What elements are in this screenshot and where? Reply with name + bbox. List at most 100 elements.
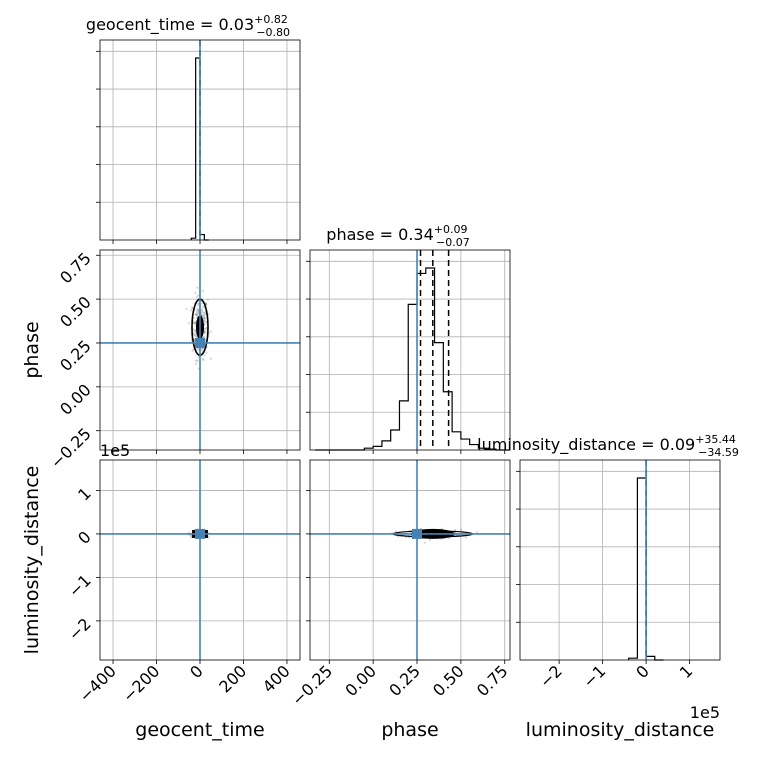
panel-1-0-sample-229 xyxy=(195,314,199,317)
panel-1-0-sample-69 xyxy=(195,313,199,316)
panel-1-0-sample-98 xyxy=(194,291,197,294)
panel-1-0-sample-184 xyxy=(194,359,198,362)
panel-1-0-sample-119 xyxy=(203,330,206,333)
panel-2-1-sample-241 xyxy=(454,528,457,532)
panel-2-1-frame xyxy=(309,459,511,661)
xtick-label-luminosity_distance-3: 1 xyxy=(676,661,697,682)
panel-2-1-sample-51 xyxy=(460,528,463,531)
panel-1-0-sample-32 xyxy=(195,313,198,316)
yaxis-offset-luminosity-distance: 1e5 xyxy=(100,441,130,460)
ytick-label-phase-0: −0.25 xyxy=(47,424,95,472)
xtick-label-luminosity_distance-1: −1 xyxy=(579,661,609,691)
panel-1-0-sample-34 xyxy=(195,335,198,338)
xlabel-geocent_time: geocent_time xyxy=(135,719,264,741)
panel-2-1-sample-2 xyxy=(423,541,426,544)
xtick-label-phase-4: 0.75 xyxy=(473,661,512,700)
panel-1-0-sample-201 xyxy=(203,320,206,323)
panel-1-0-sample-58 xyxy=(196,311,199,314)
panel-1-0-sample-166 xyxy=(203,331,206,334)
title-phase: phase = 0.34+0.09 −0.07 xyxy=(326,223,469,249)
panel-1-0-sample-48 xyxy=(201,357,204,361)
panel-1-0-sample-146 xyxy=(203,323,206,326)
panel-2-1-sample-240 xyxy=(448,536,451,540)
xtick-label-geocent_time-4: 400 xyxy=(259,661,294,696)
panel-1-0-sample-53 xyxy=(190,306,194,309)
xtick-label-phase-3: 0.50 xyxy=(429,661,468,700)
xtick-label-luminosity_distance-2: 0 xyxy=(632,661,653,682)
panel-1-1-frame xyxy=(309,249,511,451)
panel-2-1-sample-139 xyxy=(429,539,432,542)
xtick-label-phase-2: 0.25 xyxy=(385,661,424,700)
panel-1-0-sample-211 xyxy=(203,315,206,318)
panel-1-0-sample-123 xyxy=(193,322,196,325)
panel-1-0-sample-61 xyxy=(202,305,205,309)
panel-1-0-sample-84 xyxy=(203,327,206,330)
panel-1-0-sample-43 xyxy=(205,303,208,306)
panel-1-0-sample-20 xyxy=(203,354,206,357)
ytick-label-luminosity_distance-1: −1 xyxy=(65,571,95,601)
panel-1-0-sample-136 xyxy=(197,308,200,311)
xtick-label-phase-0: −0.25 xyxy=(288,661,336,709)
panel-1-0-sample-25 xyxy=(197,294,200,297)
panel-1-0-sample-144 xyxy=(203,319,206,322)
ytick-label-phase-2: 0.25 xyxy=(56,336,95,375)
panel-2-0-truth-point xyxy=(195,528,205,539)
panel-1-0-sample-237 xyxy=(206,298,210,301)
panel-1-0-sample-122 xyxy=(189,309,193,312)
panel-1-0-sample-221 xyxy=(205,351,208,354)
panel-1-0-sample-238 xyxy=(193,334,197,337)
xaxis-offset-luminosity-distance: 1e5 xyxy=(690,703,720,722)
panel-1-0-sample-127 xyxy=(201,311,205,314)
xtick-label-geocent_time-1: −200 xyxy=(119,661,164,706)
xlabel-luminosity_distance: luminosity_distance xyxy=(526,719,715,741)
panel-1-0-sample-196 xyxy=(209,357,212,360)
text-layer: geocent_time = 0.03+0.82 −0.80−0.250.000.… xyxy=(21,13,739,741)
title-luminosity_distance: luminosity_distance = 0.09+35.44 −34.59 xyxy=(477,433,739,459)
panel-1-0-sample-72 xyxy=(196,286,199,289)
panel-1-0-sample-47 xyxy=(197,309,200,312)
panel-1-0-sample-244 xyxy=(187,322,190,325)
ytick-label-luminosity_distance-3: 1 xyxy=(74,484,95,505)
panel-1-0-sample-67 xyxy=(194,313,197,316)
xtick-label-geocent_time-2: 0 xyxy=(186,661,207,682)
panel-1-0-sample-193 xyxy=(201,308,204,311)
panel-1-0-sample-159 xyxy=(190,339,193,342)
panel-1-0-sample-60 xyxy=(201,314,204,317)
panel-1-0-sample-39 xyxy=(204,338,207,341)
panel-2-1-sample-11 xyxy=(465,536,468,539)
panel-1-0-sample-62 xyxy=(204,327,207,330)
panel-1-0-sample-194 xyxy=(202,289,205,292)
panel-1-0-sample-90 xyxy=(195,313,198,316)
panel-1-0-sample-243 xyxy=(196,359,199,363)
panel-1-0-sample-253 xyxy=(197,348,200,351)
ytick-label-luminosity_distance-2: 0 xyxy=(74,527,95,548)
panel-1-0-sample-240 xyxy=(193,339,196,342)
frame-layer xyxy=(96,39,721,664)
panel-1-0-sample-106 xyxy=(191,349,194,352)
ylabel-phase: phase xyxy=(21,321,43,378)
panel-1-0-sample-105 xyxy=(200,348,204,351)
panel-2-0-sample-184 xyxy=(190,536,193,539)
xlabel-phase: phase xyxy=(381,719,438,741)
panel-1-0-sample-94 xyxy=(195,295,199,298)
panel-1-0-sample-99 xyxy=(200,309,203,312)
panel-1-0-sample-8 xyxy=(195,348,198,351)
panel-1-0-sample-152 xyxy=(194,313,198,316)
panel-1-0-sample-124 xyxy=(203,316,206,320)
panel-1-0-sample-223 xyxy=(209,330,212,333)
xtick-label-geocent_time-0: −400 xyxy=(75,661,120,706)
panel-1-0-sample-251 xyxy=(193,333,196,336)
panel-1-0-sample-131 xyxy=(203,335,206,338)
panel-1-0-sample-175 xyxy=(185,307,188,311)
panel-1-0-sample-153 xyxy=(195,309,199,313)
data-layer xyxy=(100,40,664,661)
xtick-label-luminosity_distance-0: −2 xyxy=(536,661,566,691)
panel-2-1-truth-point xyxy=(412,528,423,539)
panel-1-0-sample-177 xyxy=(202,358,205,362)
panel-1-0-sample-78 xyxy=(196,302,199,305)
panel-1-0-sample-189 xyxy=(194,362,198,365)
panel-1-0-truth-point xyxy=(195,337,205,348)
panel-1-0-sample-19 xyxy=(193,329,197,333)
panel-1-0-sample-137 xyxy=(203,317,207,320)
